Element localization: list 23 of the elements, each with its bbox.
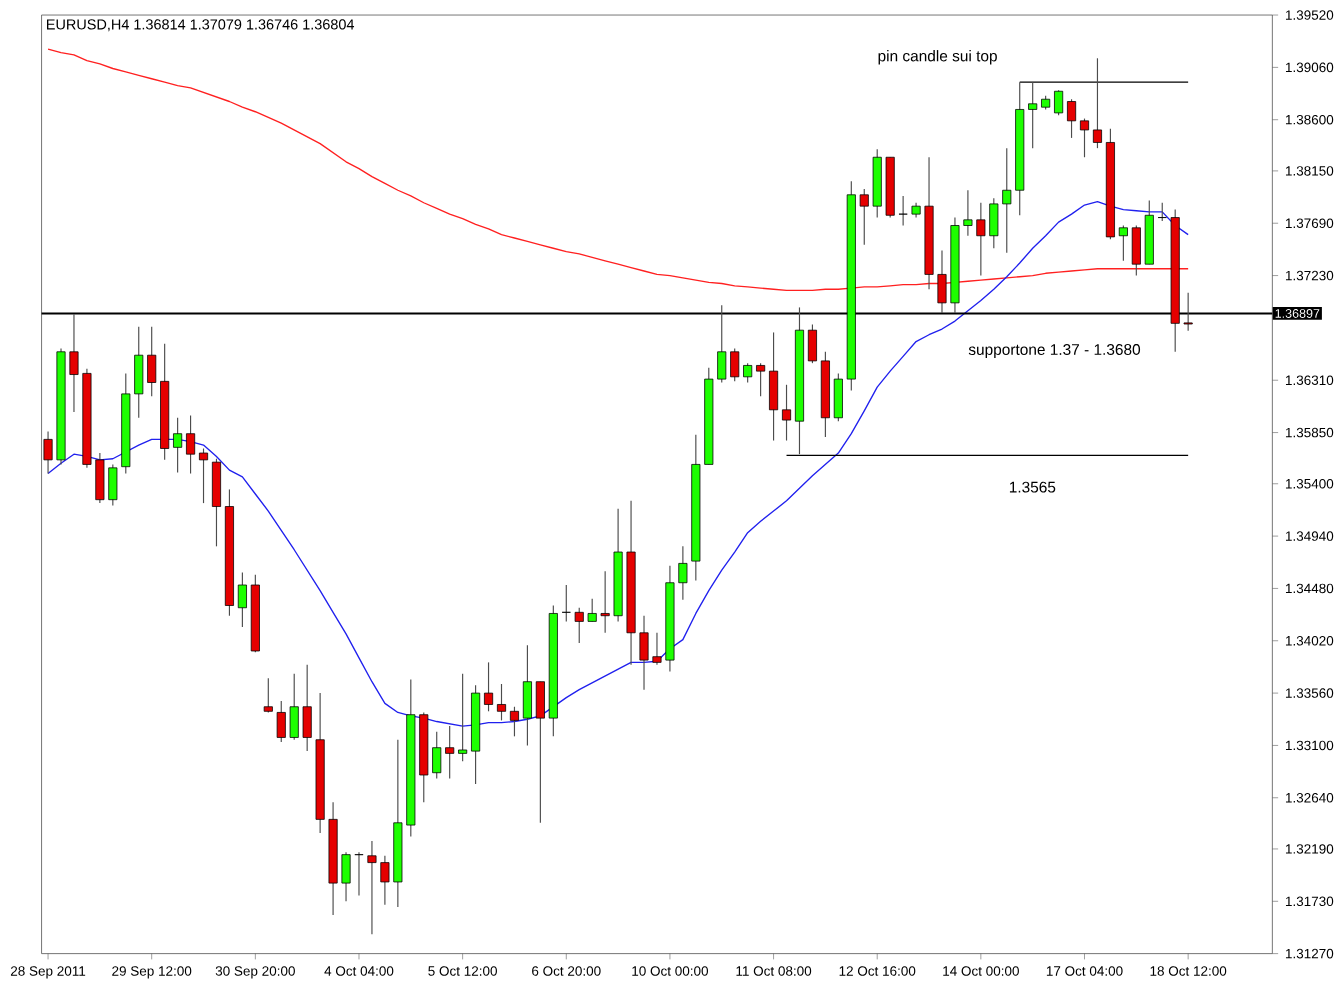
candlestick <box>833 372 843 422</box>
candlestick <box>496 683 507 721</box>
candlestick <box>186 414 196 474</box>
candlestick <box>522 644 532 746</box>
candlestick <box>1054 89 1064 116</box>
candlestick <box>535 680 545 824</box>
candlestick <box>1118 224 1128 262</box>
candlestick <box>1079 117 1090 158</box>
candlestick <box>237 571 247 628</box>
candlestick <box>458 672 468 762</box>
candlestick <box>484 661 494 712</box>
candlestick <box>509 705 519 737</box>
candlestick <box>898 195 908 226</box>
candlestick <box>769 331 779 441</box>
candlestick <box>263 677 273 713</box>
candlestick <box>807 323 817 364</box>
candlestick <box>781 383 792 441</box>
candlestick <box>211 457 222 547</box>
candlestick <box>1067 98 1077 139</box>
candlestick <box>198 447 209 504</box>
candlestick <box>743 362 753 383</box>
candlestick <box>756 362 766 397</box>
candlestick <box>173 416 183 473</box>
